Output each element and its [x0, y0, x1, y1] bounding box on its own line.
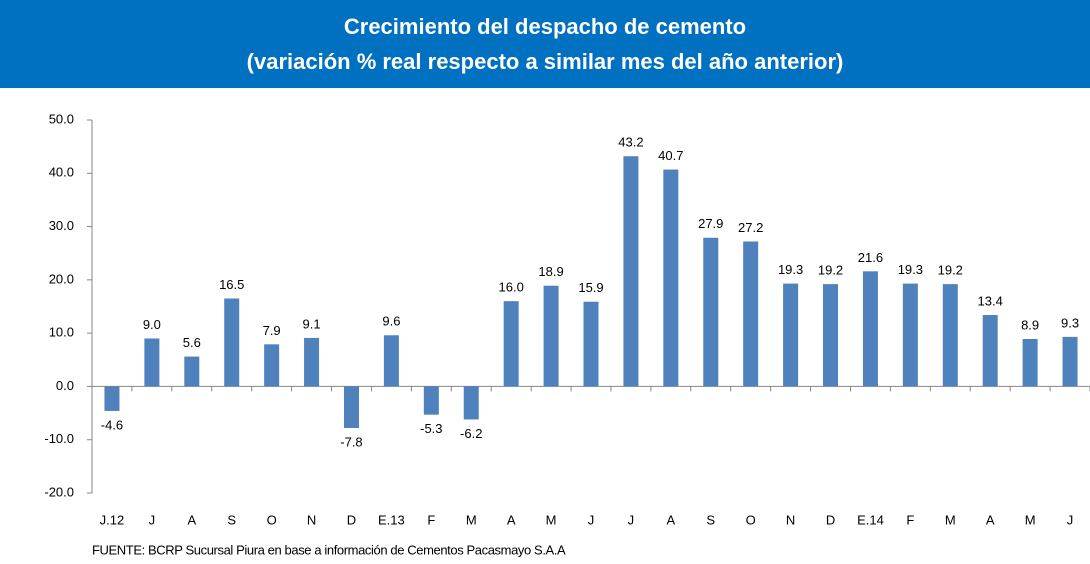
- chart-subtitle: (variación % real respecto a similar mes…: [247, 49, 844, 74]
- x-tick-label: N: [307, 512, 316, 527]
- x-tick-label: O: [746, 512, 756, 527]
- x-tick-label: J: [628, 512, 635, 527]
- value-label: -4.6: [101, 417, 123, 432]
- x-tick-label: A: [986, 512, 995, 527]
- x-tick-label: N: [786, 512, 795, 527]
- x-tick-label: O: [267, 512, 277, 527]
- x-tick-label: E.13: [378, 512, 405, 527]
- x-tick-label: M: [466, 512, 477, 527]
- x-tick-label: M: [945, 512, 956, 527]
- value-label: 19.2: [818, 263, 843, 278]
- bar: [902, 283, 918, 387]
- value-label: 7.9: [263, 323, 281, 338]
- y-tick-label: 0.0: [56, 378, 74, 393]
- value-label: 9.0: [143, 317, 161, 332]
- x-tick-label: E.14: [857, 512, 884, 527]
- value-label: 15.9: [578, 280, 603, 295]
- bar: [224, 298, 240, 387]
- value-label: 9.1: [303, 316, 321, 331]
- title-banner: [0, 0, 1090, 88]
- value-label: 18.9: [538, 264, 563, 279]
- bar: [703, 237, 719, 387]
- bar: [503, 301, 519, 387]
- bar: [583, 301, 599, 387]
- bar: [144, 338, 160, 387]
- value-label: -6.2: [460, 426, 482, 441]
- y-tick-label: -10.0: [44, 431, 74, 446]
- value-label: 19.2: [938, 263, 963, 278]
- bar: [862, 271, 878, 387]
- x-tick-label: D: [347, 512, 356, 527]
- value-label: 40.7: [658, 148, 683, 163]
- value-label: 5.6: [183, 335, 201, 350]
- y-tick-label: 10.0: [49, 325, 74, 340]
- bar: [623, 156, 639, 387]
- x-tick-label: D: [826, 512, 835, 527]
- x-tick-label: F: [906, 512, 914, 527]
- bar: [463, 386, 479, 420]
- bar: [343, 386, 359, 428]
- bar: [982, 315, 998, 387]
- value-label: 13.4: [978, 293, 1003, 308]
- bar: [823, 284, 839, 387]
- y-tick-label: -20.0: [44, 484, 74, 499]
- bar: [304, 337, 320, 387]
- value-label: 19.3: [898, 262, 923, 277]
- x-tick-label: M: [1025, 512, 1036, 527]
- y-tick-label: 40.0: [49, 165, 74, 180]
- value-label: 16.5: [219, 277, 244, 292]
- bar: [942, 284, 958, 387]
- value-label: 21.6: [858, 250, 883, 265]
- value-label: -5.3: [420, 421, 442, 436]
- bar: [184, 356, 200, 387]
- x-tick-label: J: [149, 512, 156, 527]
- value-label: -7.8: [340, 434, 362, 449]
- y-tick-label: 20.0: [49, 271, 74, 286]
- y-tick-label: 30.0: [49, 218, 74, 233]
- x-tick-label: J: [1067, 512, 1074, 527]
- source-note: FUENTE: BCRP Sucursal Piura en base a in…: [92, 542, 566, 557]
- bar: [1022, 339, 1038, 387]
- bar: [104, 386, 120, 411]
- value-label: 27.2: [738, 220, 763, 235]
- bar: [663, 169, 679, 387]
- bar: [743, 241, 759, 387]
- value-label: 43.2: [618, 135, 643, 150]
- x-tick-label: J.12: [100, 512, 125, 527]
- bar: [1062, 336, 1078, 387]
- x-tick-label: A: [187, 512, 196, 527]
- value-label: 19.3: [778, 262, 803, 277]
- x-tick-label: M: [546, 512, 557, 527]
- bar: [264, 344, 280, 387]
- x-tick-label: F: [427, 512, 435, 527]
- y-tick-label: 50.0: [49, 111, 74, 126]
- value-label: 9.6: [382, 314, 400, 329]
- x-tick-label: J: [588, 512, 595, 527]
- bar: [423, 386, 439, 415]
- bar: [383, 335, 399, 387]
- bar: [783, 283, 799, 387]
- value-label: 16.0: [499, 280, 524, 295]
- x-tick-label: A: [507, 512, 516, 527]
- x-tick-label: A: [667, 512, 676, 527]
- x-tick-label: S: [706, 512, 715, 527]
- value-label: 8.9: [1021, 317, 1039, 332]
- value-label: 9.3: [1061, 315, 1079, 330]
- x-tick-label: S: [227, 512, 236, 527]
- value-label: 27.9: [698, 216, 723, 231]
- chart-title: Crecimiento del despacho de cemento: [344, 14, 746, 39]
- bar: [543, 285, 559, 387]
